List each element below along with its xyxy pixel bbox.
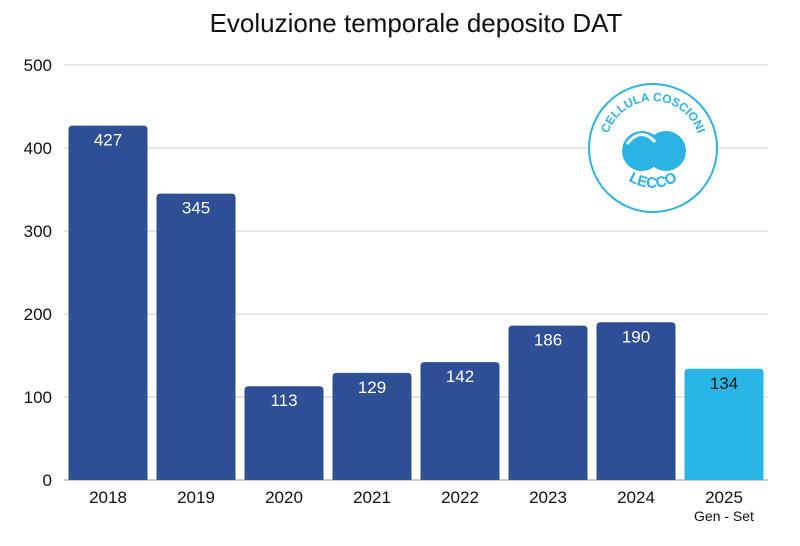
- data-label: 142: [446, 367, 474, 386]
- x-tick-sublabel: Gen - Set: [694, 508, 754, 524]
- data-label: 186: [534, 331, 562, 350]
- bar-2022: [420, 362, 500, 480]
- bar-2023: [508, 325, 588, 480]
- logo-swirl: [625, 133, 657, 145]
- bar-2021: [332, 372, 412, 480]
- x-tick-label: 2018: [89, 488, 127, 507]
- bar-2024: [596, 322, 676, 480]
- bar-2018: [68, 125, 148, 480]
- x-tick-label: 2022: [441, 488, 479, 507]
- chart-title: Evoluzione temporale deposito DAT: [210, 8, 623, 38]
- y-tick-label: 500: [24, 56, 52, 75]
- y-tick-label: 400: [24, 139, 52, 158]
- y-tick-label: 200: [24, 305, 52, 324]
- bar-2020: [244, 386, 324, 480]
- data-label: 134: [710, 374, 738, 393]
- data-label: 190: [622, 327, 650, 346]
- data-label: 113: [270, 391, 297, 410]
- bars: 427 345 113 129 142 186 190 134: [68, 125, 764, 480]
- y-axis: 0 100 200 300 400 500: [24, 56, 52, 490]
- bar-2019: [156, 193, 236, 480]
- x-tick-label: 2020: [265, 488, 303, 507]
- y-tick-label: 0: [43, 471, 52, 490]
- x-tick-label: 2024: [617, 488, 655, 507]
- y-tick-label: 100: [24, 388, 52, 407]
- data-label: 129: [358, 378, 386, 397]
- y-tick-label: 300: [24, 222, 52, 241]
- logo-right-circle: [646, 131, 686, 171]
- cellula-coscioni-lecco-logo: CELLULA COSCIONI LECCO: [588, 83, 718, 213]
- x-tick-label: 2021: [353, 488, 391, 507]
- logo-bottom-text: LECCO: [626, 169, 680, 192]
- x-tick-label: 2023: [529, 488, 567, 507]
- x-tick-label: 2019: [177, 488, 215, 507]
- data-label: 427: [94, 131, 122, 150]
- data-label: 345: [182, 199, 210, 218]
- bar-2025: [684, 368, 764, 480]
- x-tick-label: 2025: [705, 488, 743, 507]
